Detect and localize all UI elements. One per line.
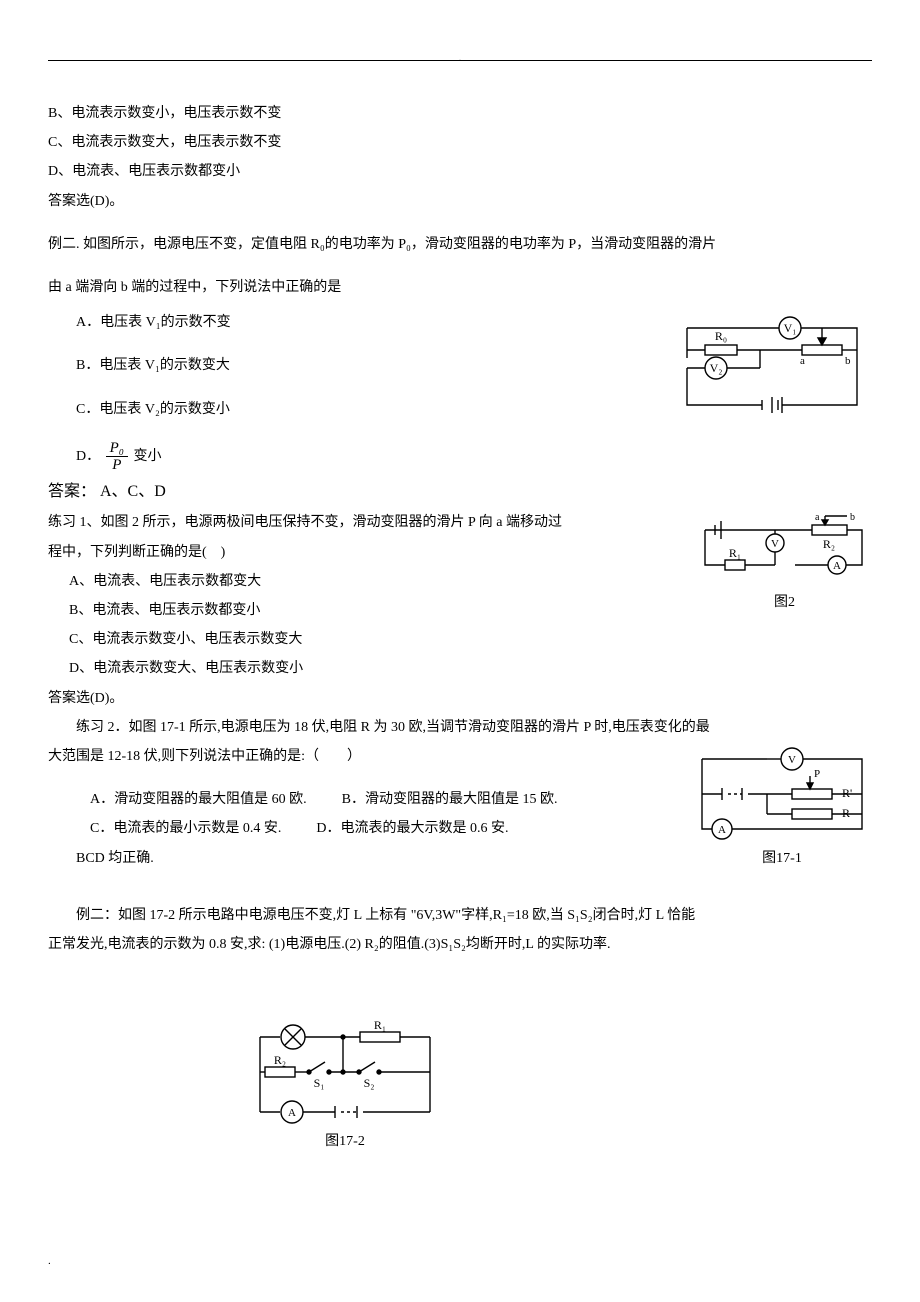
label-b: b (845, 355, 851, 367)
label-v2: V₂ (710, 361, 723, 375)
fig171-p: P (814, 768, 820, 780)
prac2-opt-d: D．电流表的最大示数是 0.6 安. (316, 821, 508, 836)
frac-den: P (106, 457, 128, 474)
fig172-caption: 图17-2 (245, 1129, 445, 1154)
label-a: a (800, 355, 805, 367)
prac1-opt-a: A、电流表、电压表示数都变大 (48, 569, 685, 594)
figure-2: R₁ R₂ V A a b 图2 (697, 510, 872, 615)
ex2a-opt-a: A．电压表 V₁的示数不变 (48, 310, 660, 335)
prac2-opt-b: B．滑动变阻器的最大阻值是 15 欧. (342, 792, 558, 807)
prac2-cd: C．电流表的最小示数是 0.4 安. D．电流表的最大示数是 0.6 安. (48, 816, 680, 841)
fig172-a: A (288, 1107, 296, 1119)
prac1-line1: 练习 1、如图 2 所示，电源两极间电压保持不变，滑动变阻器的滑片 P 向 a … (48, 510, 685, 535)
ex2a-d-suffix: 变小 (134, 449, 162, 464)
pre-answer: 答案选(D)。 (48, 189, 872, 214)
fig2-lb: b (850, 512, 855, 523)
prac1-opt-c: C、电流表示数变小、电压表示数变大 (48, 627, 685, 652)
fig171-rp: R' (842, 786, 852, 800)
figure-17-2: R₁ R₂ S₁ S₂ A 图17-2 (245, 1017, 445, 1154)
header-rule (48, 60, 872, 61)
fig2-a: A (833, 560, 841, 572)
fig171-v: V (788, 754, 796, 766)
prac2-opt-c: C．电流表的最小示数是 0.4 安. (90, 821, 281, 836)
ex2a-opt-b: B．电压表 V₁的示数变大 (48, 353, 660, 378)
fig171-a: A (718, 824, 726, 836)
prac2-ab: A．滑动变阻器的最大阻值是 60 欧. B．滑动变阻器的最大阻值是 15 欧. (48, 787, 680, 812)
fig172-s2: S₂ (364, 1076, 375, 1090)
fig172-r2: R₂ (274, 1053, 286, 1067)
fig2-la: a (815, 512, 820, 523)
fig2-v: V (771, 538, 779, 550)
figure-17-1: V A R R' P 图17-1 (692, 744, 872, 871)
prac2-answer: BCD 均正确. (48, 846, 680, 871)
fig2-caption: 图2 (697, 590, 872, 615)
ex2b-line2: 正常发光,电流表的示数为 0.8 安,求: (1)电源电压.(2) R₂的阻值.… (48, 932, 872, 957)
prac1-line2: 程中，下列判断正确的是( ) (48, 540, 685, 565)
frac-num: P₀ (106, 440, 128, 458)
pre-option-c: C、电流表示数变大，电压表示数不变 (48, 130, 872, 155)
fig171-r: R (842, 806, 850, 820)
fraction-p0-p: P₀ P (106, 440, 128, 474)
fig172-s1: S₁ (314, 1076, 325, 1090)
pre-option-b: B、电流表示数变小，电压表示数不变 (48, 101, 872, 126)
ex2a-opt-d: D． P₀ P 变小 (48, 440, 660, 474)
ex2a-intro2: 由 a 端滑向 b 端的过程中，下列说法中正确的是 (48, 275, 872, 300)
fig2-r2: R₂ (823, 537, 835, 551)
footer-dot: . (48, 1252, 51, 1272)
ex2a-intro1: 例二. 如图所示，电源电压不变，定值电阻 R₀的电功率为 P₀，滑动变阻器的电功… (48, 232, 872, 257)
ex2b-line1: 例二：如图 17-2 所示电路中电源电压不变,灯 L 上标有 "6V,3W"字样… (48, 903, 872, 928)
ex2a-answer: 答案： A、C、D (48, 478, 872, 507)
prac1-opt-d: D、电流表示数变大、电压表示数变小 (48, 656, 685, 681)
prac1-answer: 答案选(D)。 (48, 686, 872, 711)
figure-ex2a: V₁ V₂ R₀ a b (672, 310, 872, 420)
fig172-r1: R₁ (374, 1018, 386, 1032)
prac1-opt-b: B、电流表、电压表示数都变小 (48, 598, 685, 623)
fig2-r1: R₁ (729, 546, 741, 560)
prac2-opt-a: A．滑动变阻器的最大阻值是 60 欧. (90, 792, 307, 807)
prac2-line2: 大范围是 12-18 伏,则下列说法中正确的是:（ ） (48, 744, 680, 769)
fig171-caption: 图17-1 (692, 846, 872, 871)
pre-option-d: D、电流表、电压表示数都变小 (48, 159, 872, 184)
ex2a-d-prefix: D． (76, 449, 100, 464)
label-r0: R₀ (715, 329, 727, 343)
label-v1: V₁ (784, 321, 797, 335)
prac2-line1: 练习 2．如图 17-1 所示,电源电压为 18 伏,电阻 R 为 30 欧,当… (48, 715, 872, 740)
ex2a-opt-c: C．电压表 V₂的示数变小 (48, 397, 660, 422)
